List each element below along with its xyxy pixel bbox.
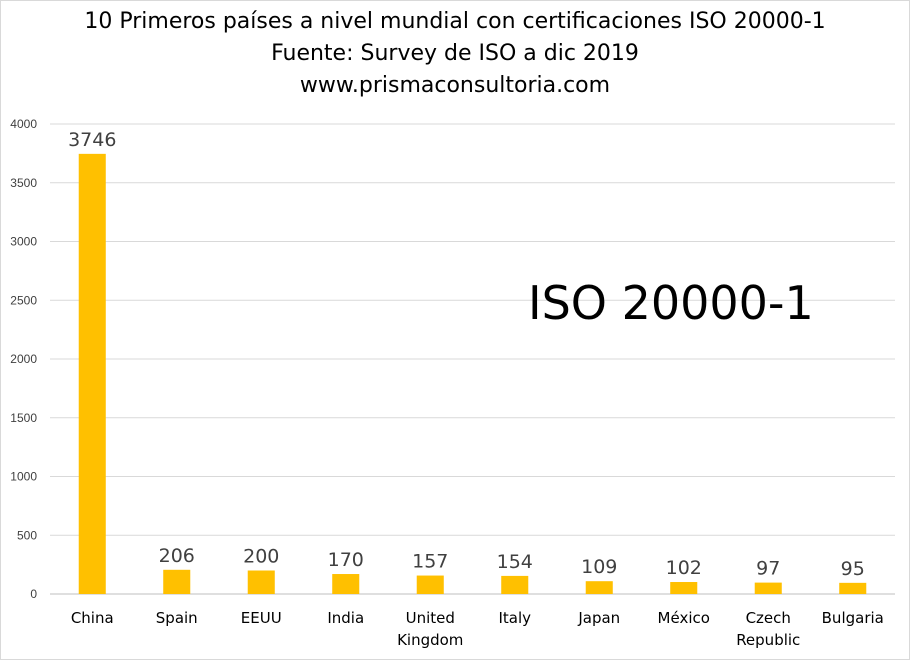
data-label: 97 (756, 558, 780, 580)
x-category-label: EEUU (241, 609, 282, 627)
y-tick-label: 3000 (10, 235, 37, 249)
x-category-label: Japan (577, 609, 620, 627)
data-label: 102 (666, 557, 702, 579)
data-label: 206 (159, 545, 195, 567)
y-tick-label: 3500 (10, 176, 37, 190)
bar (163, 569, 191, 594)
data-label: 3746 (68, 129, 116, 151)
y-tick-label: 2000 (10, 352, 37, 366)
chart-subtitle-website: www.prismaconsultoria.com (299, 73, 611, 98)
data-label: 200 (243, 546, 279, 568)
data-label: 154 (497, 551, 533, 573)
data-label: 157 (412, 551, 448, 573)
y-tick-label: 2500 (10, 293, 37, 307)
data-label: 109 (581, 556, 617, 578)
x-category-label: Italy (498, 609, 531, 627)
chart-annotation: ISO 20000-1 (528, 276, 814, 330)
x-category-label: Kingdom (397, 631, 463, 649)
bar (501, 575, 529, 594)
y-tick-label: 500 (17, 528, 37, 542)
y-tick-label: 1500 (10, 411, 37, 425)
bar (585, 581, 613, 594)
y-tick-label: 0 (30, 587, 37, 601)
data-label: 95 (841, 558, 865, 580)
bar (670, 582, 698, 594)
chart-title: 10 Primeros países a nivel mundial con c… (0, 6, 910, 102)
x-category-label: Spain (156, 609, 198, 627)
x-category-label: China (71, 609, 114, 627)
chart-subtitle-source: Fuente: Survey de ISO a dic 2019 (271, 41, 639, 66)
x-category-label: Republic (736, 631, 800, 649)
bar (754, 582, 782, 594)
bar (78, 153, 106, 594)
x-category-label: Czech (746, 609, 791, 627)
bar (416, 575, 444, 594)
y-tick-label: 4000 (10, 117, 37, 131)
x-category-label: United (406, 609, 455, 627)
bar (247, 570, 275, 594)
bar (332, 574, 360, 594)
x-category-label: India (327, 609, 364, 627)
data-label: 170 (328, 549, 364, 571)
bar (839, 582, 867, 594)
y-tick-label: 1000 (10, 470, 37, 484)
x-category-label: México (658, 609, 710, 627)
chart-title-line-1: 10 Primeros países a nivel mundial con c… (84, 9, 826, 34)
x-category-label: Bulgaria (822, 609, 884, 627)
